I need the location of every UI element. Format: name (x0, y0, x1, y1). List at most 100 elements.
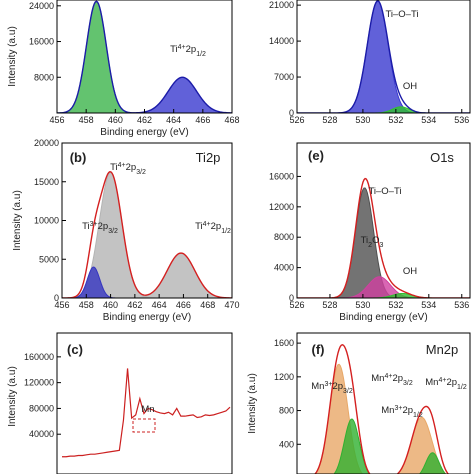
y-tick-label: 14000 (269, 36, 294, 46)
x-tick-label: 526 (289, 300, 304, 310)
plot (62, 368, 231, 458)
annotation-sub: 3 (379, 242, 383, 249)
panel-label: (c) (67, 342, 83, 357)
y-tick-label: 16000 (269, 171, 294, 181)
panel-label: (f) (312, 342, 325, 357)
x-tick-label: 458 (79, 115, 94, 125)
x-tick-label: 528 (322, 115, 337, 125)
x-tick-label: 468 (200, 300, 215, 310)
x-tick-label: 460 (103, 300, 118, 310)
annotation-sup: 3+ (90, 221, 98, 228)
panel-title: Mn2p (426, 342, 459, 357)
peak-annotation: Ti4+2p1/2 (170, 44, 206, 58)
annotation-sup: 3+ (324, 381, 332, 388)
x-tick-label: 536 (454, 300, 469, 310)
x-tick-label: 530 (355, 300, 370, 310)
x-tick-label: 462 (137, 115, 152, 125)
annotation-text: 2p (98, 221, 109, 232)
x-tick-label: 526 (289, 115, 304, 125)
y-tick-label: 10000 (34, 216, 59, 226)
y-tick-label: 120000 (24, 378, 54, 388)
y-tick-label: 0 (289, 293, 294, 303)
y-axis-label: Intensity (a.u) (7, 366, 18, 427)
peak-component (297, 106, 470, 113)
annotation-text: Ti (195, 221, 203, 232)
annotation-text: 2p (211, 221, 222, 232)
annotation-text: Mn (311, 381, 324, 392)
annotation-sup: 4+ (118, 162, 126, 169)
y-axis-label: Intensity (a.u) (12, 190, 23, 251)
y-tick-label: 8000 (34, 72, 54, 82)
x-tick-label: 464 (166, 115, 181, 125)
plot-frame (296, 142, 471, 299)
x-tick-label: 458 (79, 300, 94, 310)
y-tick-label: 0 (289, 108, 294, 118)
y-tick-label: 80000 (29, 403, 54, 413)
y-tick-label: 4000 (274, 263, 294, 273)
peak-annotation: Ti4+2p3/2 (110, 162, 146, 176)
x-tick-label: 530 (355, 115, 370, 125)
annotation-sub: 3/2 (136, 169, 146, 176)
y-tick-label: 800 (279, 406, 294, 416)
y-tick-label: 16000 (29, 37, 54, 47)
x-tick-label: 532 (388, 115, 403, 125)
annotation-text: 2p (392, 373, 403, 384)
x-tick-label: 468 (224, 115, 239, 125)
peak-component (333, 418, 371, 474)
peak-annotation: Mn3+2p3/2 (311, 381, 353, 395)
plot-frame (296, 332, 471, 474)
spectrum-line (62, 368, 231, 458)
annotation-sub: 3/2 (343, 388, 353, 395)
plot (314, 343, 450, 474)
x-tick-label: 456 (54, 300, 69, 310)
annotation-text: Mn (425, 377, 438, 388)
y-tick-label: 1200 (274, 372, 294, 382)
y-tick-label: 5000 (39, 254, 59, 264)
peak-annotation: Ti3+2p3/2 (82, 221, 118, 235)
y-axis-label: Intensity (a.u) (247, 373, 258, 434)
panel-label: (e) (308, 148, 324, 163)
x-tick-label: 460 (108, 115, 123, 125)
annotation-text: 2p (126, 162, 137, 173)
annotation-text: OH (403, 266, 417, 277)
x-tick-label: 466 (176, 300, 191, 310)
annotation-sub: 1/2 (413, 412, 423, 419)
annotation-text: Ti–O–Ti (368, 186, 401, 197)
x-tick-label: 534 (421, 300, 436, 310)
peak-annotation: Mn (141, 404, 154, 415)
annotation-text: 2p (446, 377, 457, 388)
y-tick-label: 12000 (269, 202, 294, 212)
plot-frame (56, 332, 233, 474)
peak-component (418, 452, 447, 474)
peak-annotation: Mn3+2p1/2 (381, 405, 423, 419)
annotation-sub: 1/2 (457, 384, 467, 391)
y-tick-label: 7000 (274, 72, 294, 82)
plot (297, 0, 470, 113)
annotation-sub: 2 (368, 242, 372, 249)
x-tick-label: 532 (388, 300, 403, 310)
annotation-text: Mn (371, 373, 384, 384)
x-tick-label: 464 (152, 300, 167, 310)
x-tick-label: 470 (224, 300, 239, 310)
peak-component (62, 266, 232, 298)
x-tick-label: 536 (454, 115, 469, 125)
annotation-text: 2p (186, 44, 197, 55)
y-tick-label: 1600 (274, 338, 294, 348)
panel-label: (b) (70, 150, 87, 165)
y-tick-label: 24000 (29, 1, 54, 11)
peak-annotation: Mn4+2p3/2 (371, 373, 413, 387)
annotation-sup: 4+ (384, 373, 392, 380)
y-tick-label: 40000 (29, 429, 54, 439)
x-axis-label: Binding energy (eV) (100, 127, 188, 138)
annotation-text: Ti (110, 162, 118, 173)
peak-annotation: OH (403, 266, 417, 277)
annotation-sup: 4+ (178, 44, 186, 51)
x-axis-label: Binding energy (eV) (103, 312, 191, 323)
annotation-sub: 3/2 (108, 228, 118, 235)
x-tick-label: 534 (421, 115, 436, 125)
annotation-text: Ti (361, 235, 369, 246)
plot-frame (296, 0, 471, 114)
panel-title: Ti2p (196, 150, 221, 165)
annotation-sup: 3+ (394, 405, 402, 412)
plot-frame (56, 0, 233, 114)
